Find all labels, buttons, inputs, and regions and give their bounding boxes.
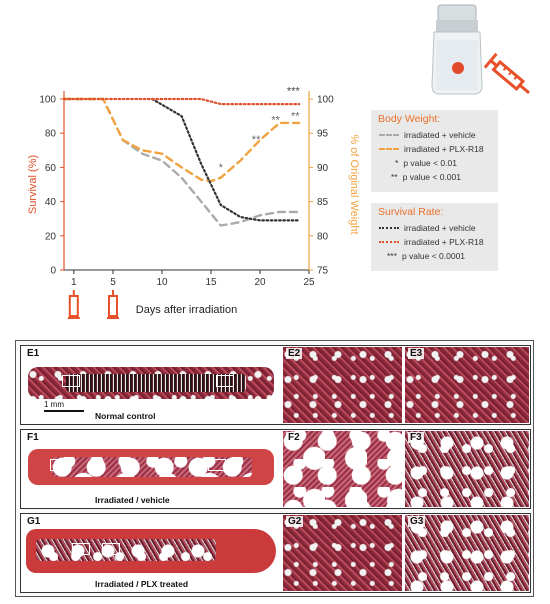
x-tick-label: 20	[254, 277, 266, 288]
zoom-box	[50, 459, 68, 471]
legend-note: *** p value < 0.0001	[371, 249, 498, 263]
panel-label: G1	[25, 516, 43, 527]
y-axis-label-right: % of Original Weight	[348, 134, 360, 234]
x-tick-label: 1	[71, 277, 77, 288]
y-tick-label-right: 95	[317, 129, 329, 140]
legend-entry: irradiated + vehicle	[371, 128, 498, 142]
scale-bar: 1 mm	[44, 400, 84, 412]
significance-mark: ***	[387, 251, 397, 261]
scale-bar-label: 1 mm	[44, 400, 64, 409]
panel-g3: G3	[405, 515, 529, 591]
panel-f2: F2	[283, 431, 402, 507]
legend-entry: irradiated + PLX-R18	[371, 142, 498, 156]
y-tick-label-right: 90	[317, 163, 329, 174]
y-tick-label-left: 40	[45, 197, 57, 208]
legend-entry: irradiated + vehicle	[371, 221, 498, 235]
panel-label: F3	[408, 432, 424, 443]
syringe-icon	[483, 52, 530, 94]
legend-note: * p value < 0.01	[371, 156, 498, 170]
legend-swatch	[379, 148, 399, 150]
y-tick-label-right: 100	[317, 95, 334, 106]
zoom-box	[102, 543, 120, 555]
zoom-box	[72, 543, 90, 555]
marrow-region	[36, 539, 216, 561]
y-tick-label-left: 20	[45, 231, 57, 242]
panel-label: F2	[286, 432, 302, 443]
significance-text: p value < 0.01	[403, 158, 457, 168]
histology-panels: E1 1 mm Normal control E2 E3 F1 Irradiat…	[15, 340, 534, 597]
x-axis-label: Days after irradiation	[136, 304, 238, 316]
significance-mark: **	[391, 172, 398, 182]
panel-label: E2	[286, 348, 303, 359]
legend-body-weight: Body Weight: irradiated + vehicle irradi…	[371, 110, 498, 192]
scale-bar-line	[44, 410, 84, 412]
legend-title: Body Weight:	[378, 113, 441, 125]
zoom-box	[216, 375, 234, 387]
panel-e2: E2	[283, 347, 402, 423]
panel-label: E3	[408, 348, 425, 359]
y-tick-label-left: 100	[39, 95, 56, 106]
panel-caption: Normal control	[92, 411, 159, 421]
y-axis-label-left: Survival (%)	[27, 155, 39, 214]
legend-swatch	[379, 241, 399, 243]
survival-weight-chart: 1 5 10 15 20 250204060801007580859095100Survi…	[27, 4, 530, 319]
panel-caption: Irradiated / vehicle	[92, 495, 173, 505]
series-line	[151, 97, 301, 222]
zoom-box	[208, 459, 226, 471]
zoom-box	[62, 375, 80, 387]
y-tick-label-right: 85	[317, 197, 329, 208]
x-tick-label: 25	[303, 277, 315, 288]
panel-row-irradiated-vehicle: F1 Irradiated / vehicle F2 F3	[20, 429, 531, 509]
significance-text: p value < 0.001	[402, 172, 461, 182]
significance-annotation: *	[219, 162, 224, 174]
legend-swatch	[379, 227, 399, 229]
legend-swatch	[379, 134, 399, 136]
y-tick-label-left: 80	[45, 129, 57, 140]
series-line	[62, 97, 301, 106]
panel-e1: E1 1 mm Normal control	[22, 347, 280, 423]
significance-annotation: **	[271, 115, 280, 127]
panel-e3: E3	[405, 347, 529, 423]
legend-title: Survival Rate:	[378, 206, 444, 218]
legend-label: irradiated + vehicle	[404, 130, 476, 140]
legend-survival-rate: Survival Rate: irradiated + vehicle irra…	[371, 203, 498, 271]
panel-label: E1	[25, 348, 42, 359]
significance-annotation: ***	[287, 86, 301, 98]
marrow-region	[66, 374, 246, 392]
y-tick-label-right: 80	[317, 231, 329, 242]
vial-illustration	[431, 4, 483, 95]
panel-f1: F1 Irradiated / vehicle	[22, 431, 280, 507]
dose-marker-barrel	[108, 295, 118, 317]
panel-label: F1	[25, 432, 41, 443]
significance-annotation: **	[291, 111, 300, 123]
panel-f3: F3	[405, 431, 529, 507]
legend-label: irradiated + vehicle	[404, 223, 476, 233]
panel-label: G2	[286, 516, 304, 527]
marrow-region	[52, 457, 252, 477]
y-tick-label-right: 75	[317, 266, 329, 277]
panel-g2: G2	[283, 515, 402, 591]
dose-marker-barrel	[68, 295, 79, 317]
panel-row-normal-control: E1 1 mm Normal control E2 E3	[20, 345, 531, 425]
significance-annotation: **	[252, 134, 261, 146]
legend-entry: irradiated + PLX-R18	[371, 235, 498, 249]
panel-row-irradiated-plx: G1 Irradiated / PLX treated G2 G3	[20, 513, 531, 593]
significance-text: p value < 0.0001	[401, 251, 466, 261]
y-tick-label-left: 0	[50, 266, 56, 277]
significance-mark: *	[395, 158, 399, 168]
x-tick-label: 5	[110, 277, 116, 288]
legend-note: ** p value < 0.001	[371, 170, 498, 184]
legend-label: irradiated + PLX-R18	[404, 237, 484, 247]
y-tick-label-left: 60	[45, 163, 57, 174]
panel-label: G3	[408, 516, 426, 527]
x-tick-label: 10	[156, 277, 168, 288]
series-line	[62, 97, 301, 183]
x-tick-label: 15	[205, 277, 217, 288]
panel-g1: G1 Irradiated / PLX treated	[22, 515, 280, 591]
panel-caption: Irradiated / PLX treated	[92, 579, 192, 589]
legend-label: irradiated + PLX-R18	[404, 144, 484, 154]
